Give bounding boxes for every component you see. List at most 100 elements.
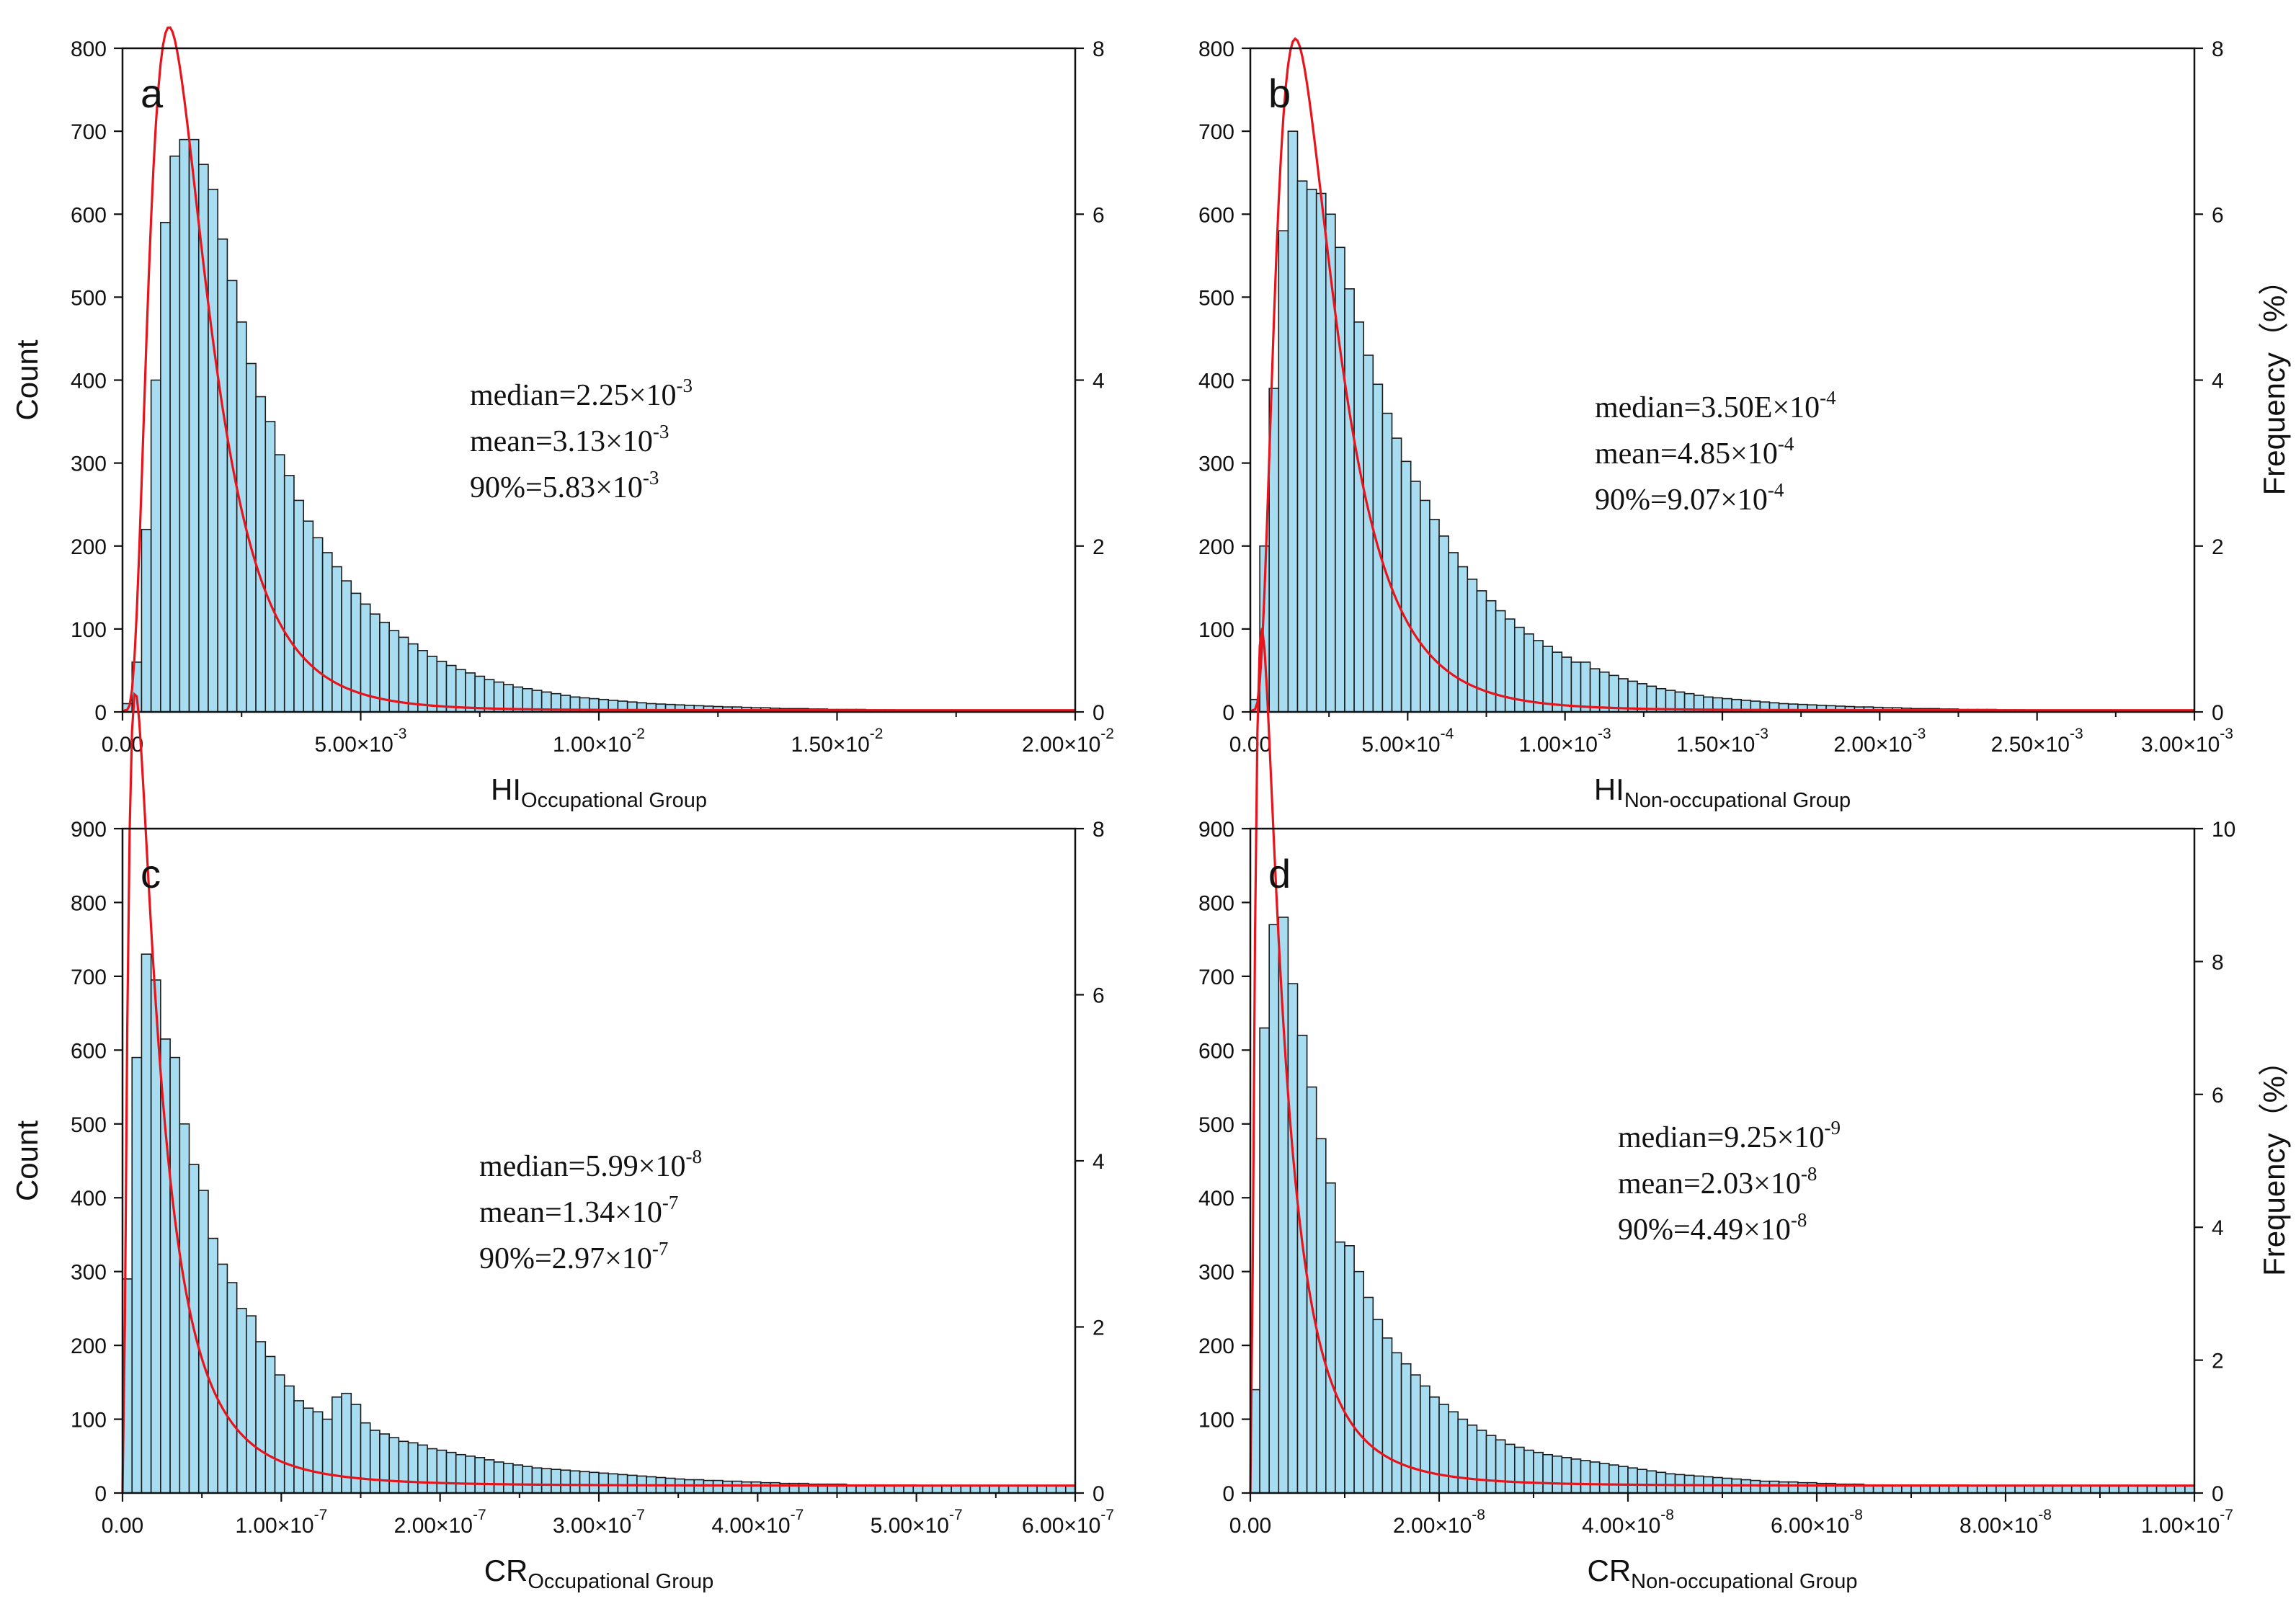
histogram-bar: [1268, 924, 1280, 1494]
x-tick-label: 1.00×10-3: [1519, 726, 1611, 757]
histogram-bar: [484, 1459, 495, 1494]
histogram-bar: [1797, 1481, 1808, 1494]
x-tick-label: 2.00×10-7: [394, 1507, 486, 1538]
histogram-bar: [283, 1385, 295, 1494]
histogram-bar: [512, 1464, 524, 1494]
histogram-bar: [493, 681, 504, 713]
y-tick-label: 800: [1198, 37, 1234, 61]
histogram-bar: [1570, 1458, 1582, 1494]
x-axis-label: CRNon-occupational Group: [1587, 1554, 1857, 1593]
histogram-bar: [922, 1484, 933, 1494]
histogram-bar: [1353, 1270, 1364, 1494]
panel-letter: b: [1268, 71, 1291, 116]
y-right-tick-label: 0: [2212, 1482, 2224, 1506]
histogram-bar: [1589, 1461, 1601, 1494]
y-right-tick-label: 8: [1093, 37, 1105, 61]
histogram-bar: [598, 1472, 610, 1494]
histogram-bar: [1957, 1484, 1969, 1494]
histogram-bar: [979, 1484, 990, 1494]
x-tick-label: 0.00: [102, 733, 143, 757]
y-tick-label: 200: [1198, 1334, 1234, 1358]
y-tick-label: 400: [71, 370, 107, 393]
y-right-tick-label: 2: [2212, 1350, 2224, 1373]
y-right-tick-label: 0: [2212, 701, 2224, 725]
histogram-bar: [960, 1484, 971, 1494]
histogram-bar: [1637, 1469, 1648, 1494]
y-tick-label: 300: [1198, 1261, 1234, 1285]
histogram-bar: [436, 660, 448, 713]
histogram-bar: [703, 1479, 714, 1494]
y-tick-label: 900: [71, 818, 107, 842]
histogram-bar: [283, 475, 295, 713]
histogram-bar: [312, 1411, 324, 1494]
histogram-bar: [884, 1484, 895, 1494]
histogram-bar: [208, 188, 219, 713]
histogram-bar: [1438, 535, 1449, 713]
fit-curve: [121, 692, 1075, 1494]
histogram-bar: [588, 1471, 600, 1494]
histogram-bar: [1495, 1439, 1506, 1494]
x-tick-label: 0.00: [102, 1514, 143, 1538]
histogram-bar: [1467, 1424, 1478, 1494]
histogram-bar: [1504, 1443, 1516, 1494]
histogram-bar: [226, 1282, 238, 1494]
y-tick-label: 0: [1222, 701, 1234, 725]
x-tick-label: 5.00×10-4: [1361, 726, 1454, 757]
histogram-bar: [1278, 230, 1289, 713]
y-right-axis-label: Frequency（%）: [2257, 1046, 2291, 1276]
histogram-bar: [455, 669, 466, 713]
histogram-bar: [1476, 1430, 1487, 1494]
histogram-bar: [903, 1484, 915, 1494]
histogram-bar: [931, 1484, 943, 1494]
histogram-bar: [131, 1056, 143, 1494]
histogram-bar: [540, 1468, 552, 1494]
histogram-bar: [1448, 1411, 1459, 1494]
histogram-bar: [398, 1440, 409, 1494]
histogram-bar: [1335, 1241, 1345, 1494]
y-tick-label: 700: [1198, 120, 1234, 144]
histogram-bar: [188, 138, 200, 713]
histogram-bar: [1542, 646, 1554, 713]
histogram-bar: [303, 520, 314, 713]
stat-annotation: median=9.25×10-9: [1618, 1117, 1841, 1154]
y-tick-label: 500: [1198, 1113, 1234, 1137]
histogram-bar: [1598, 671, 1610, 713]
histogram-bar: [141, 528, 152, 713]
x-tick-label: 2.00×10-8: [1393, 1507, 1485, 1538]
histogram-bar: [1457, 566, 1469, 713]
y-right-tick-label: 2: [1093, 535, 1105, 559]
y-tick-label: 600: [71, 203, 107, 227]
panel-c: 0 100 200 300 400 500 600 700 800 900 0 2 4 6 8 0.00 1.0…: [10, 692, 1114, 1593]
histogram-bar: [1372, 1319, 1384, 1494]
y-right-tick-label: 8: [2212, 37, 2224, 61]
panel-d: 0 100 200 300 400 500 600 700 800 900 0 2 4 6 8 10 0.00 2…: [1198, 628, 2291, 1593]
histogram-bar: [1976, 1484, 1988, 1494]
histogram-bar: [1939, 1484, 1950, 1494]
y-tick-label: 600: [1198, 1039, 1234, 1063]
y-tick-label: 800: [71, 891, 107, 915]
histogram-bar: [160, 221, 171, 713]
histogram-bar: [474, 675, 486, 713]
histogram-bar: [760, 1481, 771, 1494]
histogram-bar: [1485, 600, 1497, 713]
histogram-bar: [445, 664, 457, 713]
y-right-tick-label: 6: [2212, 203, 2224, 227]
fit-curve: [1249, 628, 2194, 1494]
y-tick-label: 700: [71, 120, 107, 144]
y-tick-label: 200: [71, 1334, 107, 1358]
y-tick-label: 100: [1198, 618, 1234, 642]
stat-annotation: mean=1.34×10-7: [479, 1192, 678, 1229]
histogram-bar: [465, 1455, 476, 1494]
y-right-tick-label: 4: [2212, 1216, 2224, 1240]
histogram-bar: [264, 421, 276, 713]
histogram-bar: [522, 1466, 533, 1494]
histogram-bar: [1986, 1484, 1997, 1494]
histogram-bar: [445, 1451, 457, 1494]
panel-a: 0 100 200 300 400 500 600 700 800 0 2 4 6 8 0.00 5.00×1…: [10, 26, 1114, 812]
histogram-bar: [332, 566, 342, 713]
histogram-bar: [379, 1433, 390, 1494]
y-tick-label: 400: [1198, 370, 1234, 393]
histogram-bar: [1410, 481, 1421, 713]
histogram-bar: [741, 1481, 752, 1494]
histogram-bar: [217, 238, 228, 713]
